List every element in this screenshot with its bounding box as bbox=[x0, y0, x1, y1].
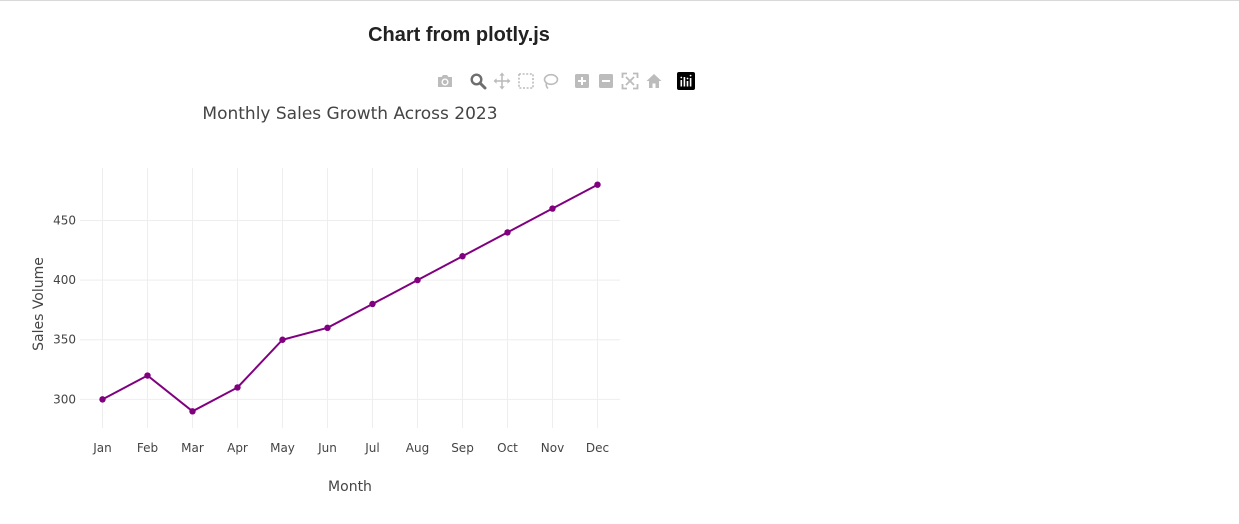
data-point[interactable] bbox=[324, 324, 331, 332]
camera-icon[interactable] bbox=[436, 72, 454, 90]
x-tick-label: May bbox=[270, 441, 295, 455]
pan-icon[interactable] bbox=[493, 72, 511, 90]
line-chart: Monthly Sales Growth Across 2023 300 350 4… bbox=[31, 104, 620, 495]
data-point[interactable] bbox=[594, 181, 601, 188]
data-point[interactable] bbox=[459, 253, 466, 260]
x-tick-label: Nov bbox=[541, 441, 564, 455]
chart-series bbox=[99, 181, 601, 415]
lasso-select-icon[interactable] bbox=[541, 72, 559, 90]
data-point[interactable] bbox=[369, 300, 376, 308]
chart-title: Monthly Sales Growth Across 2023 bbox=[202, 104, 497, 124]
zoom-in-icon[interactable] bbox=[573, 72, 591, 90]
reset-axes-icon[interactable] bbox=[645, 72, 663, 90]
y-tick-label: 350 bbox=[53, 333, 76, 347]
x-tick-label: Jun bbox=[317, 441, 337, 455]
data-point[interactable] bbox=[414, 276, 421, 284]
data-point[interactable] bbox=[504, 229, 511, 236]
top-border bbox=[0, 0, 1239, 1]
x-tick-label: Apr bbox=[227, 441, 248, 455]
zoom-icon[interactable] bbox=[469, 72, 487, 90]
x-tick-label: Mar bbox=[181, 441, 204, 455]
data-point[interactable] bbox=[279, 336, 286, 343]
x-tick-label: Feb bbox=[137, 441, 158, 455]
y-axis-ticks: 300 350 400 450 bbox=[53, 213, 76, 406]
x-tick-label: Aug bbox=[406, 441, 429, 455]
data-point[interactable] bbox=[144, 372, 151, 379]
x-tick-label: Sep bbox=[451, 441, 474, 455]
data-point[interactable] bbox=[549, 205, 556, 212]
series-line bbox=[102, 183, 598, 413]
data-point[interactable] bbox=[234, 384, 241, 391]
x-tick-label: Jan bbox=[92, 441, 112, 455]
chart-grid bbox=[80, 168, 620, 428]
x-tick-label: Jul bbox=[364, 441, 379, 455]
data-point[interactable] bbox=[99, 396, 106, 403]
y-tick-label: 450 bbox=[53, 213, 76, 227]
x-tick-label: Dec bbox=[586, 441, 609, 455]
data-point[interactable] bbox=[189, 408, 196, 415]
x-tick-label: Oct bbox=[497, 441, 518, 455]
zoom-out-icon[interactable] bbox=[597, 72, 615, 90]
plotly-logo-icon[interactable] bbox=[677, 72, 695, 90]
y-axis-label: Sales Volume bbox=[31, 257, 47, 351]
y-tick-label: 400 bbox=[53, 273, 76, 287]
autoscale-icon[interactable] bbox=[621, 72, 639, 90]
box-select-icon[interactable] bbox=[517, 72, 535, 90]
x-axis-label: Month bbox=[328, 479, 372, 495]
page-title: Chart from plotly.js bbox=[368, 24, 550, 46]
x-axis-ticks: Jan Feb Mar Apr May Jun Jul Aug Sep Oct Nov Dec bbox=[92, 441, 609, 455]
y-tick-label: 300 bbox=[53, 392, 76, 406]
